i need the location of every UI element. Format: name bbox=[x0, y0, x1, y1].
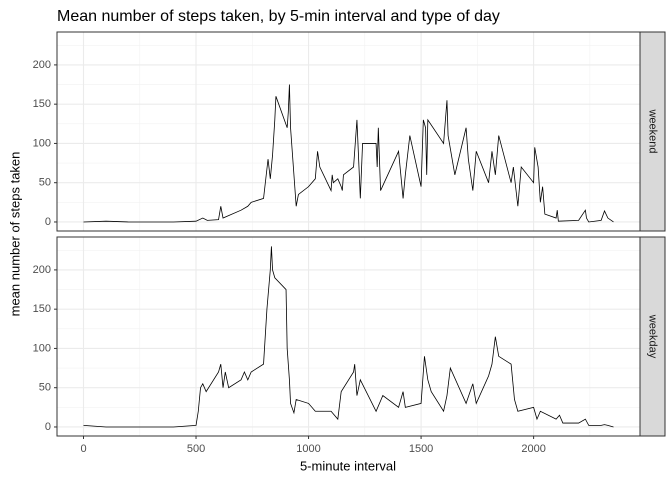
x-tick-label: 2000 bbox=[521, 443, 545, 455]
y-tick-label: 50 bbox=[39, 382, 51, 394]
strip-label: weekday bbox=[647, 314, 659, 359]
y-tick-label: 200 bbox=[33, 264, 51, 276]
strip bbox=[639, 31, 666, 232]
y-tick-label: 200 bbox=[33, 59, 51, 71]
line bbox=[83, 84, 614, 223]
y-tick-label: 50 bbox=[39, 177, 51, 189]
x-tick-label: 1000 bbox=[296, 443, 320, 455]
y-tick-label: 100 bbox=[33, 137, 51, 149]
y-tick-label: 150 bbox=[33, 303, 51, 315]
x-tick-label: 500 bbox=[187, 443, 205, 455]
y-tick-label: 0 bbox=[45, 421, 51, 433]
y-axis-label: mean number of steps taken bbox=[7, 152, 22, 317]
strip-label: weekend bbox=[647, 108, 659, 153]
y-tick-label: 0 bbox=[45, 216, 51, 228]
x-tick-label: 1500 bbox=[409, 443, 433, 455]
chart-title: Mean number of steps taken, by 5-min int… bbox=[57, 8, 500, 25]
panel-border bbox=[56, 236, 641, 437]
y-tick-label: 100 bbox=[33, 342, 51, 354]
x-tick-label: 0 bbox=[80, 443, 86, 455]
y-tick-label: 150 bbox=[33, 98, 51, 110]
strip bbox=[639, 236, 666, 437]
line bbox=[83, 246, 614, 428]
x-axis-label: 5-minute interval bbox=[300, 458, 396, 473]
panel-border bbox=[56, 31, 641, 232]
